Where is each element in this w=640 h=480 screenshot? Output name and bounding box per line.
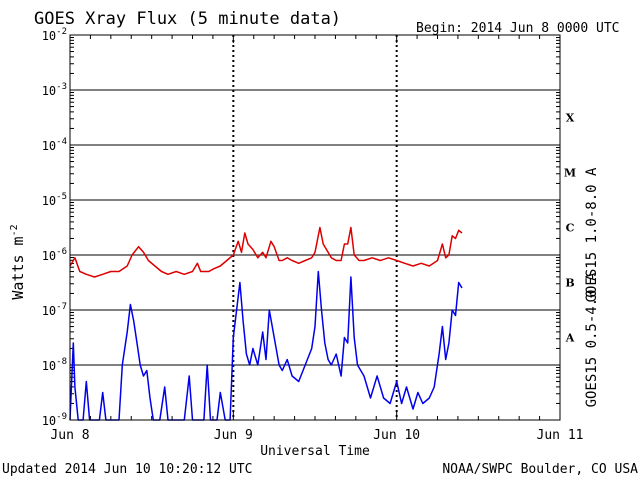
y-tick-base: 10 bbox=[42, 29, 56, 43]
y-tick-base: 10 bbox=[42, 414, 56, 428]
y-tick-exponent: -2 bbox=[56, 27, 67, 37]
y-tick-base: 10 bbox=[42, 359, 56, 373]
y-tick-base: 10 bbox=[42, 194, 56, 208]
x-tick-label: Jun 11 bbox=[537, 428, 584, 443]
y-tick-label: 10-8 bbox=[42, 357, 67, 373]
y-tick-exponent: -4 bbox=[56, 137, 67, 147]
y-tick-label: 10-4 bbox=[42, 137, 67, 153]
y-tick-base: 10 bbox=[42, 304, 56, 318]
flare-class-b: B bbox=[565, 277, 574, 290]
y-axis-unit-exponent: -2 bbox=[9, 224, 20, 236]
y-tick-base: 10 bbox=[42, 249, 56, 263]
y-tick-exponent: -5 bbox=[56, 192, 67, 202]
x-tick-label: Jun 10 bbox=[373, 428, 420, 443]
y-tick-label: 10-3 bbox=[42, 82, 67, 98]
y-tick-exponent: -7 bbox=[56, 302, 67, 312]
flare-class-c: C bbox=[566, 222, 575, 235]
y-tick-exponent: -8 bbox=[56, 357, 67, 367]
chart-title: GOES Xray Flux (5 minute data) bbox=[34, 9, 341, 29]
y-tick-base: 10 bbox=[42, 139, 56, 153]
x-tick-label: Jun 8 bbox=[50, 428, 89, 443]
y-tick-labels: 10-210-310-410-510-610-710-810-9 bbox=[42, 27, 67, 428]
x-axis-title: Universal Time bbox=[260, 444, 370, 459]
series-line-1 bbox=[69, 270, 463, 421]
flare-class-a: A bbox=[565, 332, 575, 345]
chart-grid bbox=[69, 34, 561, 421]
flare-class-x: X bbox=[566, 112, 575, 125]
y-axis-label: Watts m bbox=[9, 236, 27, 299]
y-tick-exponent: -3 bbox=[56, 82, 67, 92]
x-tick-labels: Jun 8 Jun 9 Jun 10 Jun 11 bbox=[50, 428, 583, 443]
flare-class-labels: X M C B A bbox=[564, 112, 576, 345]
y-tick-label: 10-7 bbox=[42, 302, 67, 318]
y-tick-exponent: -6 bbox=[56, 247, 67, 257]
plot-frame bbox=[69, 34, 561, 421]
y-tick-exponent: -9 bbox=[56, 412, 67, 422]
y-axis-title: Watts m-2 bbox=[9, 224, 27, 299]
y-tick-label: 10-9 bbox=[42, 412, 67, 428]
legend-short-channel: GOES15 0.5-4.0 A bbox=[584, 272, 600, 407]
flux-series bbox=[69, 226, 463, 421]
y-tick-label: 10-5 bbox=[42, 192, 67, 208]
begin-label: Begin: 2014 Jun 8 0000 UTC bbox=[416, 21, 620, 36]
y-tick-base: 10 bbox=[42, 84, 56, 98]
series-line-0 bbox=[69, 226, 463, 278]
credit-text: NOAA/SWPC Boulder, CO USA bbox=[442, 462, 638, 477]
svg-text:Watts m-2: Watts m-2 bbox=[9, 224, 27, 299]
flare-class-m: M bbox=[564, 167, 576, 180]
legend-long-channel: GOES15 1.0-8.0 A bbox=[584, 167, 600, 302]
updated-timestamp: Updated 2014 Jun 10 10:20:12 UTC bbox=[2, 462, 252, 477]
y-tick-label: 10-2 bbox=[42, 27, 67, 43]
x-tick-label: Jun 9 bbox=[214, 428, 253, 443]
y-tick-label: 10-6 bbox=[42, 247, 67, 263]
